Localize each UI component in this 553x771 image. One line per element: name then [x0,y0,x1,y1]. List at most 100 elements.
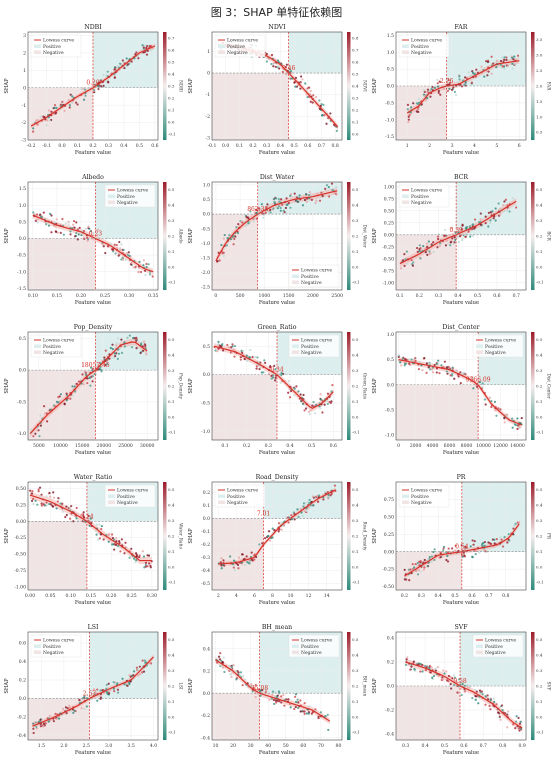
plot-frame [27,31,159,141]
data-point [333,484,337,487]
data-point [412,102,415,105]
data-point [116,337,120,340]
confidence-band [215,187,338,265]
colorbar-tick-label: 0.4 [352,653,359,658]
data-point [303,712,306,716]
data-point [220,664,223,667]
data-point [69,710,73,713]
data-point [244,564,247,567]
legend-positive-label: Positive [301,644,319,650]
data-point [303,702,306,705]
y-tick-label: 0.25 [16,503,26,509]
data-point [497,407,500,410]
data-point [404,258,407,261]
data-point [416,250,419,253]
data-point [411,264,415,267]
y-tick-label: 0.00 [384,232,394,238]
panel-title: FAR [455,24,468,31]
data-point [144,565,147,568]
x-tick-label: 8000 [461,443,473,449]
data-point [457,81,460,84]
data-point [103,356,106,359]
data-point [283,704,286,707]
colorbar-tick-label: 0.4 [168,353,175,358]
colorbar [347,632,351,740]
data-point [423,566,426,569]
data-point [263,359,266,362]
colorbar-tick-label: 0.1 [536,549,542,554]
data-point [428,666,431,670]
x-tick-label: 0.3 [418,593,425,599]
data-point [493,700,496,703]
data-point [432,250,435,253]
data-point [278,200,281,203]
colorbar-tick-label: 0.1 [168,107,174,112]
data-point [516,54,520,57]
data-point [95,533,98,536]
y-axis-label: SHAP [4,378,10,394]
colorbar-tick-label: 0.3 [536,218,543,223]
data-point [121,256,124,259]
negative-region [28,521,87,590]
colorbar-label: BCR [547,231,552,241]
y-tick-label: 0 [23,85,26,91]
legend-positive-label: Positive [411,494,429,500]
data-point [104,349,107,352]
y-tick-label: 0.4 [19,659,26,665]
data-point [142,340,146,343]
data-point [112,543,115,546]
data-point [258,368,261,371]
data-point [72,219,76,223]
data-point [449,682,452,686]
data-point [443,234,446,237]
data-point [502,58,506,61]
data-point [414,359,417,363]
data-point [33,721,36,724]
data-point [456,691,459,694]
data-point [104,74,108,77]
data-point [419,570,422,573]
legend-positive-label: Positive [411,44,429,50]
colorbar-tick-label: 0.1 [536,249,542,254]
data-point [140,342,143,345]
colorbar-tick-label: 0.3 [536,518,543,523]
data-point [255,211,258,214]
threshold-label: 7.01 [257,510,270,517]
data-point [483,549,486,552]
plot-frame [27,481,159,591]
data-point [511,62,514,65]
data-point [445,366,448,369]
legend-box [214,34,266,58]
data-point [150,49,153,52]
y-tick-label: -1 [206,92,211,98]
legend-positive-swatch [34,344,41,348]
data-point [65,513,68,517]
data-point [277,690,281,693]
dependence-plot-far: 1 2 3 4 5 6 -1.5 -1.0 -0.5 0.0 0.5 1.0 1.5 2.76 FAR Fea… [368,18,552,168]
y-tick-label: -1.0 [385,433,394,439]
y-tick-label: 0.75 [384,497,394,503]
chart-svg: 0 2000 4000 6000 8000 10000 12000 14000-1.0-0.5… [372,324,552,456]
data-point [296,508,299,511]
data-point [314,201,317,205]
data-point [423,90,426,93]
data-point [431,676,434,679]
data-point [49,408,52,411]
x-tick-label: 2000 [307,293,319,299]
data-point [216,350,219,353]
x-tick-label: 3.0 [105,743,112,749]
data-point [453,90,457,93]
data-point [69,233,72,236]
colorbar-label: Green_Ratio [363,373,368,400]
data-point [111,343,114,346]
data-point [429,362,432,365]
data-point [473,693,476,696]
data-point [50,214,53,217]
data-point [225,244,228,247]
data-point [515,206,518,209]
dependence-plot-ndbi: -0.2 -0.1 0.0 0.1 0.2 0.3 0.4 0.5 0.6 -3 -2 -1 0 1 2 3 0… [0,18,184,168]
data-point [257,207,261,210]
data-point [303,409,306,412]
data-point [239,356,242,359]
